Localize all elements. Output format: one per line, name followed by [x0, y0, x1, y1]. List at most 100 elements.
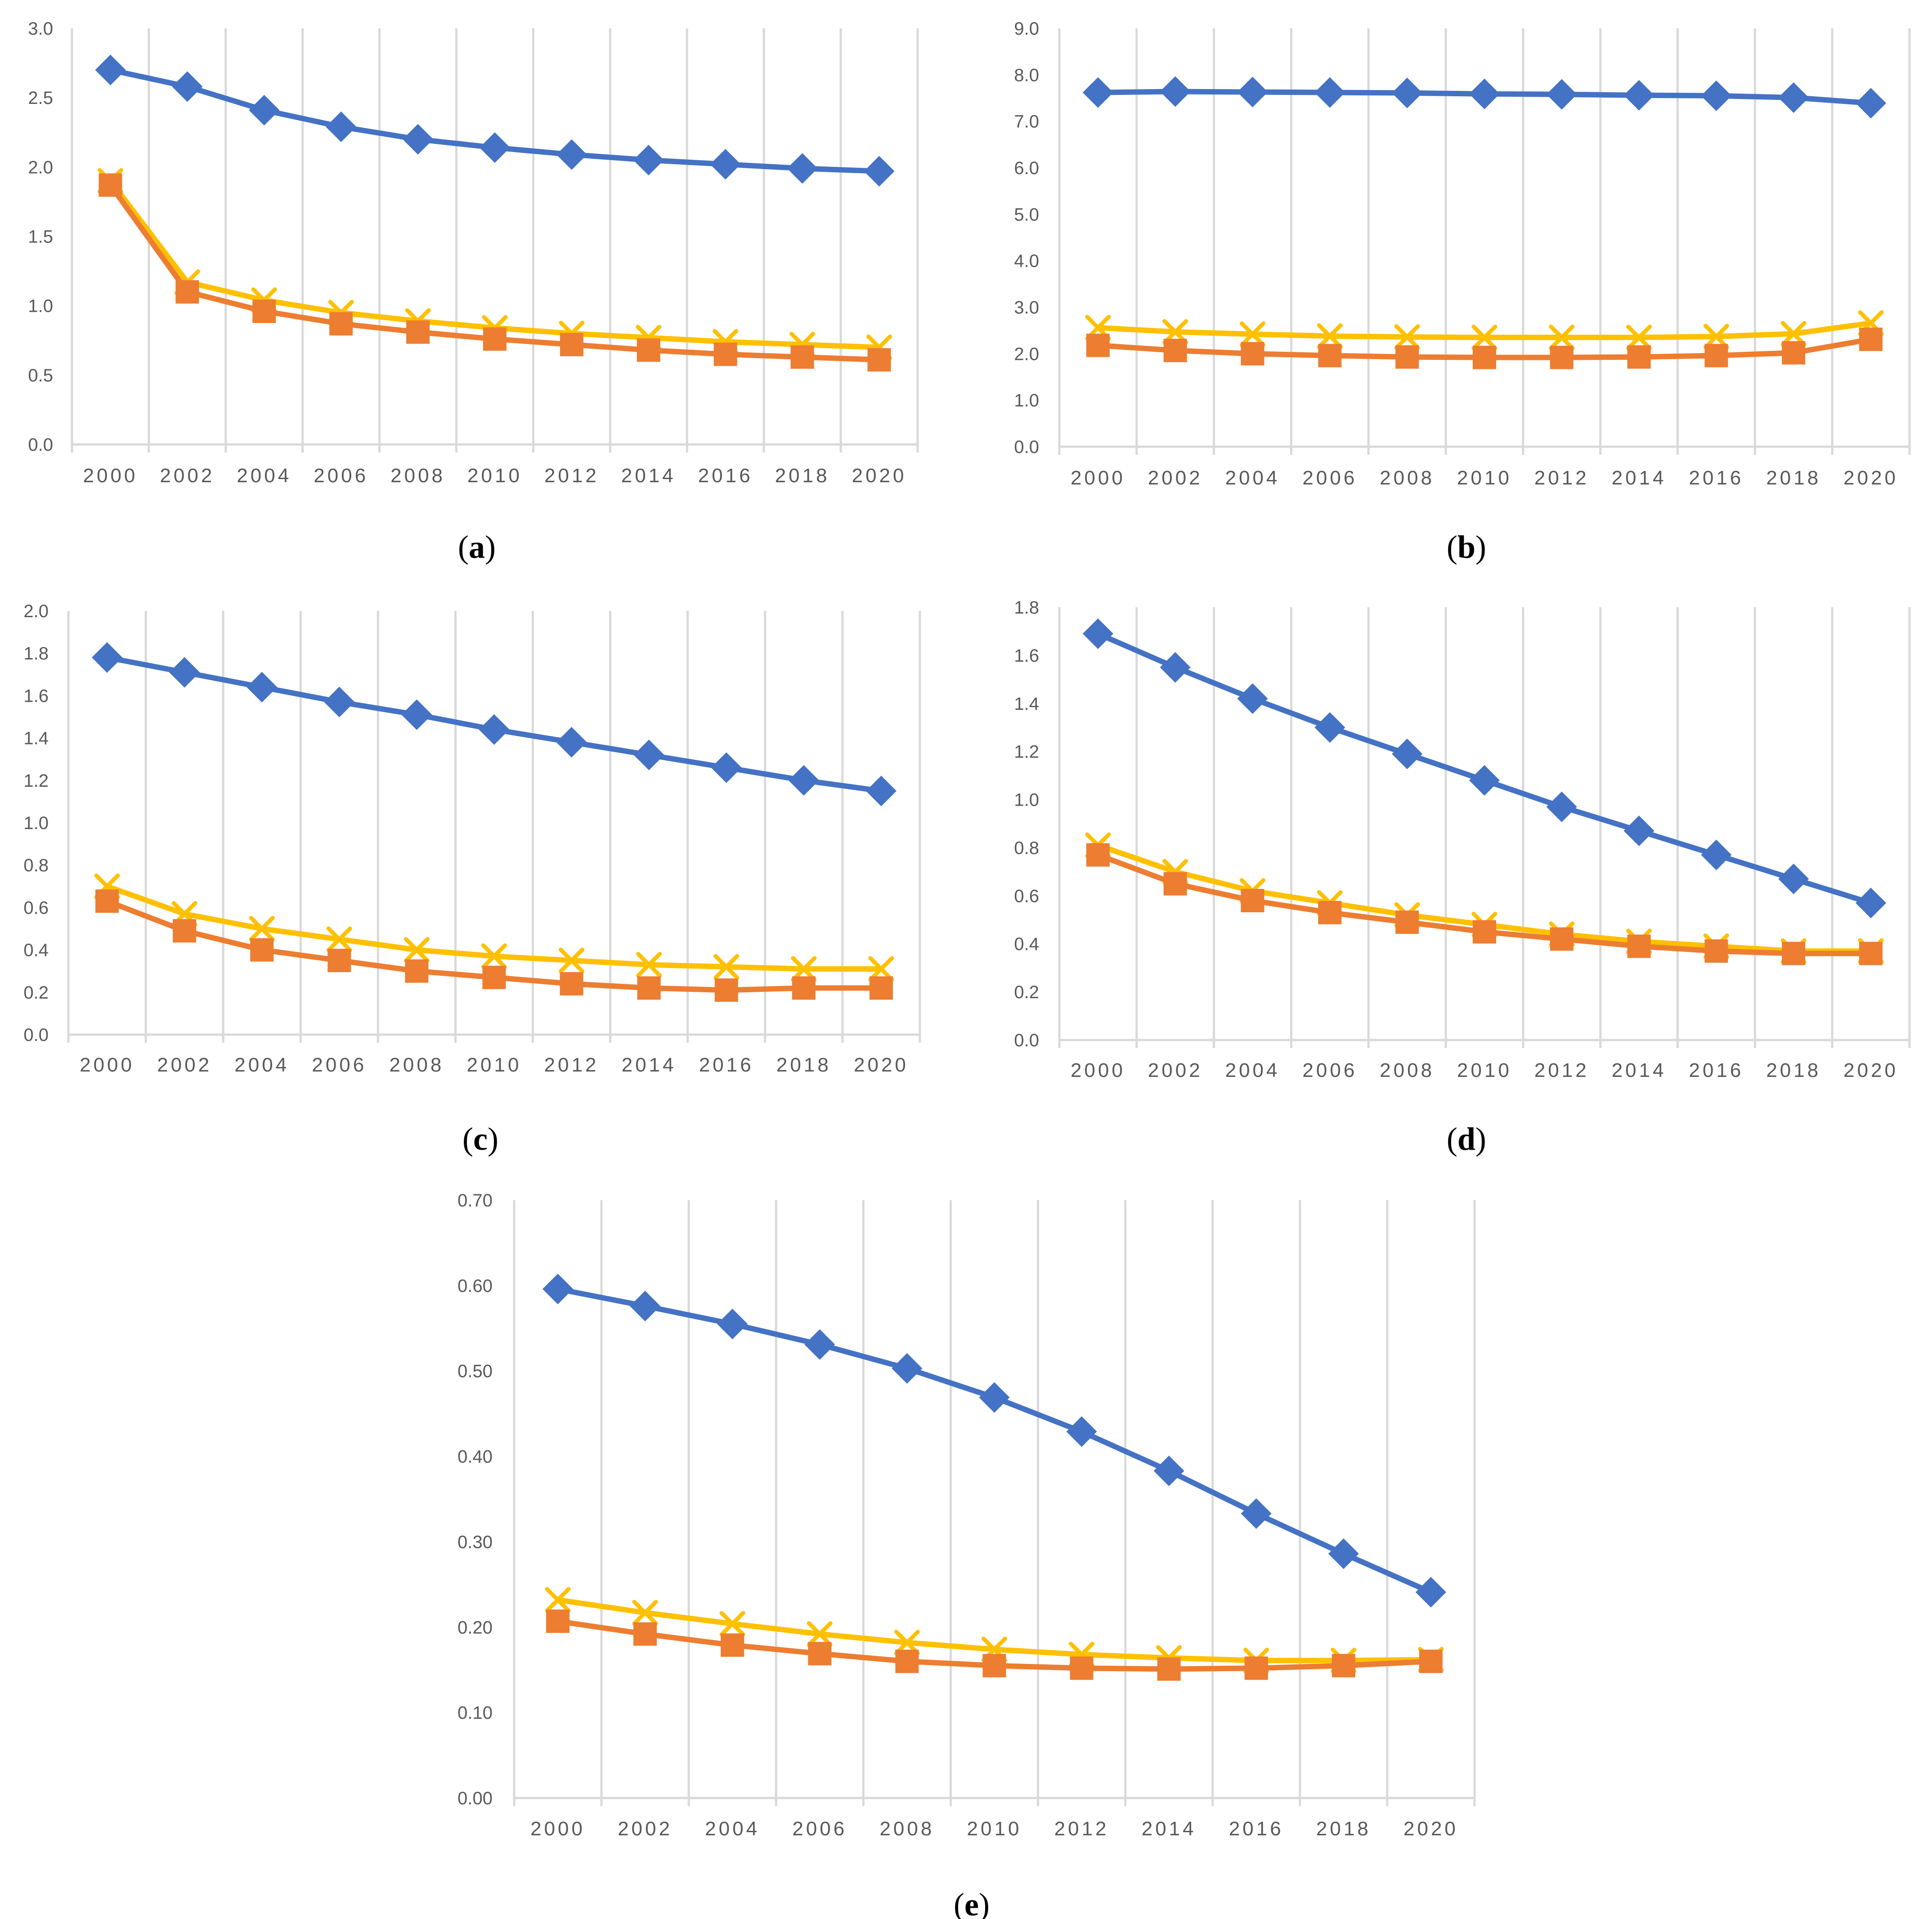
- square-series-point: [1244, 1656, 1268, 1680]
- square-series-point: [1859, 942, 1883, 965]
- y-tick-label: 0.20: [457, 1618, 493, 1637]
- diamond-series-point: [480, 132, 510, 163]
- diamond-series-point: [1392, 77, 1423, 108]
- x-tick-label: 2008: [1380, 467, 1434, 489]
- square-series-point: [1070, 1656, 1094, 1680]
- y-tick-label: 3.0: [1014, 298, 1039, 318]
- square-series-point: [1318, 901, 1342, 924]
- square-series-point: [1627, 345, 1651, 369]
- diamond-series-point: [865, 776, 897, 807]
- caption-open-paren: (: [954, 1887, 964, 1919]
- diamond-series-point: [1469, 78, 1500, 109]
- diamond-series-point: [247, 672, 278, 703]
- x-series-point: [1703, 323, 1729, 350]
- diamond-series-point: [1546, 791, 1577, 822]
- square-series-point: [1395, 910, 1419, 934]
- diamond-series-point: [1623, 80, 1654, 111]
- square-series-point: [1859, 327, 1883, 351]
- x-tick-label: 2002: [160, 465, 215, 487]
- y-tick-label: 1.4: [1014, 694, 1039, 714]
- square-series-point: [1550, 345, 1573, 369]
- y-tick-label: 1.6: [23, 686, 49, 706]
- diamond-series-point: [1160, 652, 1191, 683]
- x-series-point: [713, 954, 740, 980]
- x-tick-label: 2000: [1071, 467, 1125, 489]
- square-series-point: [721, 1633, 744, 1657]
- caption-letter: c: [473, 1121, 488, 1157]
- square-series: [1086, 327, 1883, 369]
- y-tick-label: 0.0: [28, 435, 53, 455]
- y-tick-label: 8.0: [1014, 65, 1039, 85]
- x-tick-label: 2004: [705, 1818, 760, 1840]
- square-series-point: [1163, 872, 1187, 896]
- diamond-series-point: [633, 144, 664, 175]
- chart-panel-b: 0.0 1.0 2.0 3.0 4.0 5.0 6.0 7.0 8.0 9.0 2000 2002 20…: [1014, 19, 1911, 565]
- x-tick-label: 2018: [1766, 467, 1821, 489]
- x-tick-label: 2016: [1229, 1818, 1284, 1840]
- x-tick-label: 2016: [1689, 1059, 1744, 1081]
- y-tick-label: 1.0: [28, 296, 53, 316]
- diamond-series-point: [1778, 82, 1809, 113]
- diamond-series-point: [1856, 88, 1887, 119]
- chart-panel-c: 0.0 0.2 0.4 0.6 0.8 1.0 1.2 1.4 1.6 1.8 2.0 2000 200…: [23, 601, 921, 1157]
- x-tick-label: 2014: [1612, 1059, 1667, 1081]
- x-tick-label: 2004: [237, 465, 291, 487]
- x-tick-label: 2014: [621, 465, 676, 487]
- x-series-point: [807, 1621, 833, 1647]
- diamond-series: [1082, 618, 1887, 919]
- y-tick-label: 7.0: [1014, 112, 1039, 132]
- y-tick-label: 3.0: [28, 19, 53, 39]
- diamond-series-point: [542, 1273, 574, 1305]
- diamond-series-point: [1415, 1577, 1446, 1608]
- y-tick-label: 0.0: [1014, 1031, 1039, 1050]
- square-series-point: [1473, 920, 1496, 944]
- square-series-point: [1086, 333, 1110, 357]
- y-tick-label: 0.70: [457, 1191, 493, 1211]
- diamond-series: [542, 1273, 1446, 1608]
- square-series-point: [1550, 927, 1573, 951]
- x-tick-label: 2004: [234, 1054, 289, 1076]
- x-series-point: [791, 956, 817, 982]
- y-tick-label: 0.2: [1014, 982, 1039, 1002]
- square-series-point: [482, 965, 506, 989]
- y-tick-label: 1.0: [23, 813, 49, 833]
- y-tick-label: 1.4: [23, 729, 49, 749]
- y-tick-label: 0.8: [23, 856, 49, 875]
- square-series-point: [483, 327, 507, 351]
- diamond-series-point: [249, 94, 280, 126]
- square-series-point: [713, 342, 737, 366]
- diamond-series-point: [1314, 712, 1345, 743]
- x-tick-label: 2016: [698, 465, 753, 487]
- square-series-point: [982, 1654, 1006, 1677]
- diamond-series-point: [804, 1329, 835, 1360]
- caption-open-paren: (: [458, 529, 469, 565]
- x-series: [1085, 310, 1884, 350]
- x-tick-label: 2012: [544, 465, 599, 487]
- chart-panel-d: 0.0 0.2 0.4 0.6 0.8 1.0 1.2 1.4 1.6 1.8 2000 2002 20…: [1014, 598, 1911, 1157]
- y-tick-label: 1.6: [1014, 646, 1039, 666]
- x-tick-label: 2008: [390, 465, 445, 487]
- square-series: [546, 1609, 1443, 1681]
- diamond-series: [92, 642, 897, 807]
- y-tick-label: 0.0: [1014, 437, 1039, 457]
- y-tick-label: 0.10: [457, 1703, 493, 1723]
- x-tick-label: 2020: [1843, 467, 1898, 489]
- square-series-point: [895, 1650, 919, 1673]
- x-tick-label: 2014: [1142, 1818, 1197, 1840]
- square-series-point: [1627, 934, 1651, 958]
- x-series-point: [559, 947, 585, 973]
- y-tick-label: 0.4: [23, 941, 49, 960]
- y-tick-label: 0.6: [23, 898, 49, 918]
- diamond-series-point: [172, 71, 203, 102]
- square-series-point: [173, 919, 197, 943]
- x-tick-label: 2020: [1403, 1818, 1458, 1840]
- diamond-series-point: [1623, 816, 1654, 847]
- diamond-series-point: [1237, 683, 1268, 714]
- diamond-series-point: [1701, 80, 1732, 111]
- x-tick-label: 2014: [1612, 467, 1667, 489]
- caption-close-paren: ): [1475, 1121, 1486, 1157]
- x-tick-label: 2008: [1380, 1059, 1434, 1081]
- square-series-point: [250, 938, 274, 962]
- x-tick-label: 2012: [1534, 1059, 1589, 1081]
